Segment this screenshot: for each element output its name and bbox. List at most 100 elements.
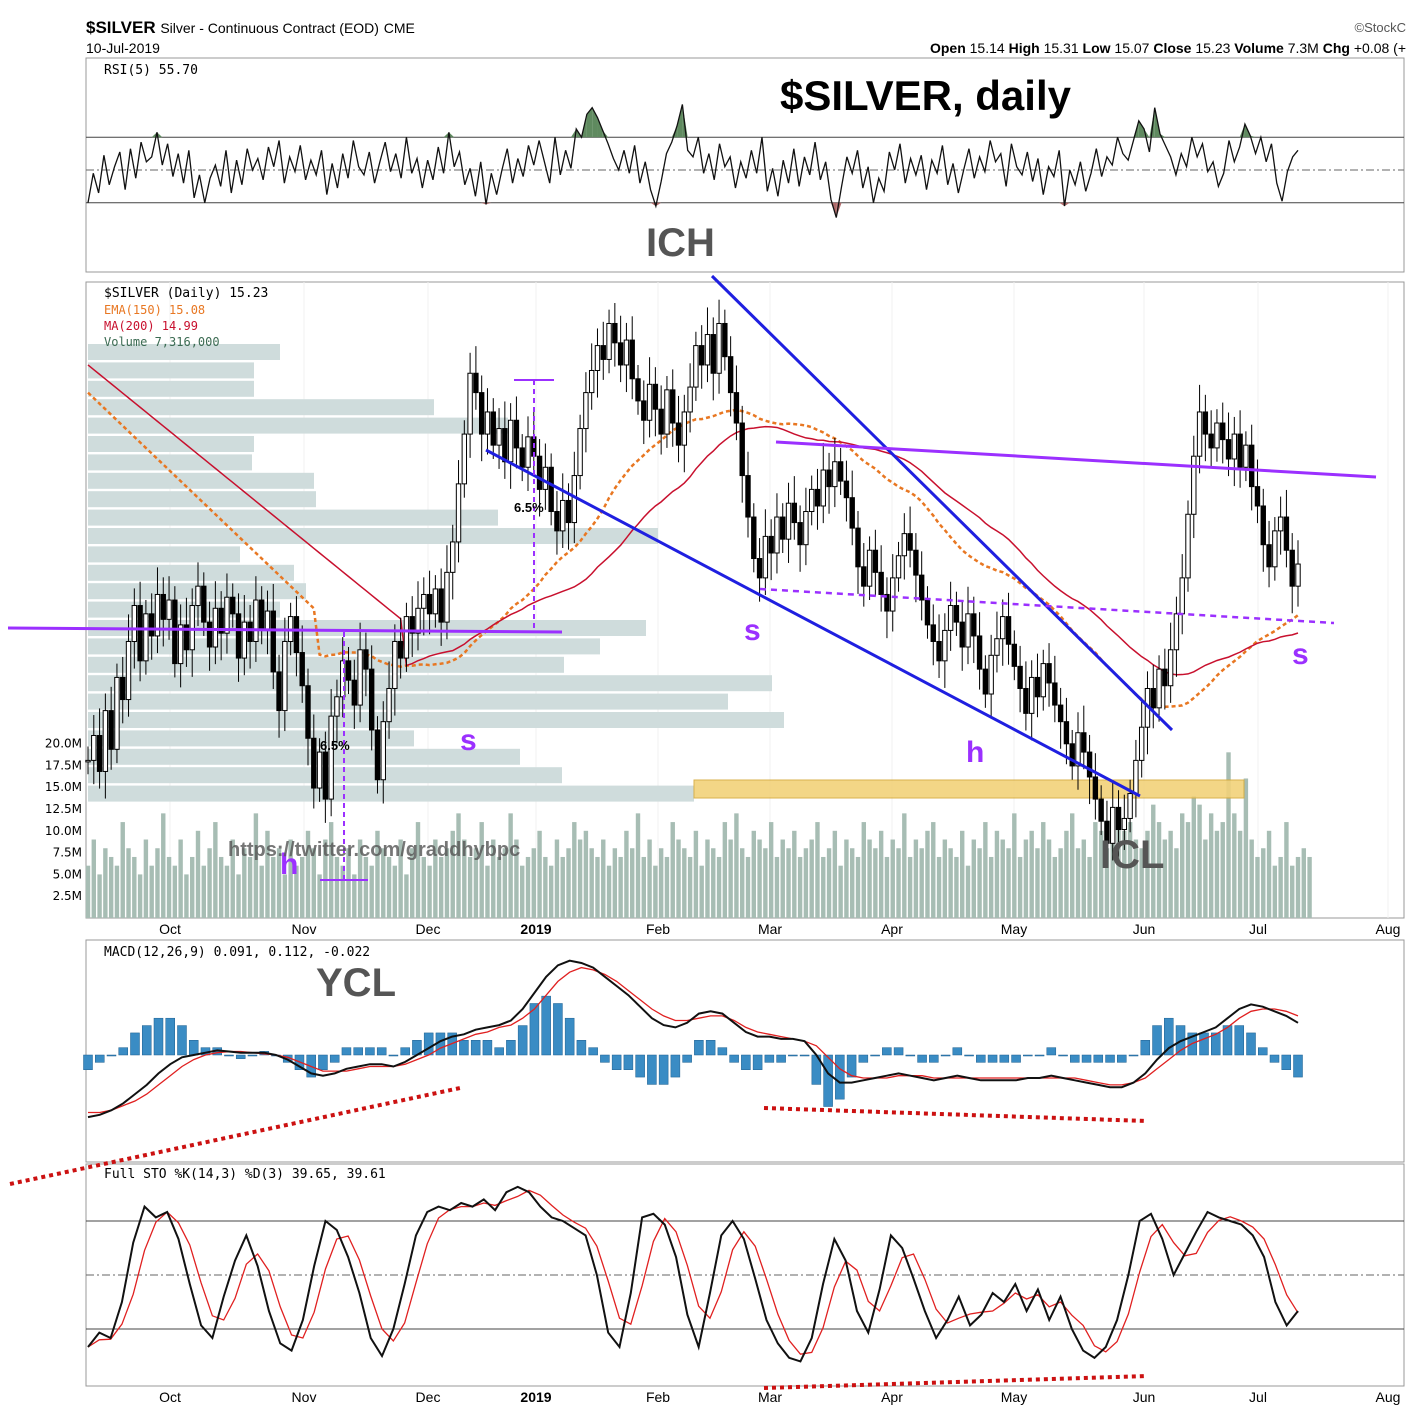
volume-bar: [786, 848, 791, 918]
candle-body: [953, 605, 960, 623]
volume-bar: [624, 830, 629, 918]
volume-bar: [334, 856, 340, 918]
volume-bar: [1174, 848, 1179, 918]
volume-bar: [1220, 822, 1225, 918]
candle-body: [1214, 422, 1220, 449]
candle-body: [1011, 643, 1018, 667]
macd-hist-bar: [1011, 1054, 1021, 1063]
candle-body: [322, 751, 329, 800]
volume-bar: [323, 839, 328, 918]
volume-bar: [965, 865, 971, 918]
volume-tick-label: 10.0M: [45, 824, 82, 838]
candle-body: [803, 511, 809, 546]
candle-body: [693, 345, 699, 388]
volume-bar: [815, 822, 820, 918]
volume-bar: [467, 856, 473, 918]
volume-bar: [948, 848, 953, 918]
volume-bar: [143, 839, 149, 918]
candle-body: [641, 400, 647, 421]
volume-bar: [1000, 839, 1005, 918]
volume-bar: [508, 813, 513, 918]
candle-body: [357, 649, 363, 706]
pct-label-1: 6.5%: [320, 738, 350, 753]
macd-hist-bar: [647, 1054, 657, 1085]
volume-bar: [1075, 848, 1081, 918]
candle-body: [727, 356, 734, 394]
candle-body: [971, 613, 977, 637]
candle-body: [1179, 577, 1185, 615]
volume-bar: [560, 856, 565, 918]
candle-body: [241, 621, 248, 659]
volume-bar: [606, 865, 612, 918]
rsi-os-fill: [655, 202, 662, 207]
candle-body: [1162, 668, 1168, 687]
volume-bar: [693, 830, 699, 918]
pattern-h-left: h: [280, 848, 298, 881]
volume-bar: [988, 856, 994, 918]
volume-bar: [1214, 830, 1220, 918]
macd-hist-bar: [611, 1054, 622, 1070]
candle-body: [392, 640, 398, 689]
candle-body: [125, 640, 132, 701]
volume-bar: [1151, 804, 1156, 918]
volume-profile-bar: [88, 454, 252, 471]
macd-hist-bar: [694, 1040, 704, 1056]
volume-profile-bar: [88, 491, 316, 508]
ycl-label: YCL: [316, 961, 396, 1005]
volume-bar: [236, 874, 241, 918]
volume-bar: [572, 822, 577, 918]
macd-hist-bar: [388, 1054, 399, 1057]
macd-hist-bar: [976, 1054, 986, 1063]
volume-bar: [751, 830, 756, 918]
volume-bar: [427, 865, 432, 918]
volume-value: 7.3M: [1287, 40, 1319, 56]
symbol: $SILVER: [86, 18, 156, 37]
macd-hist-bar: [952, 1047, 963, 1056]
volume-bar: [670, 822, 675, 918]
candle-body: [855, 527, 861, 568]
candle-body: [108, 710, 114, 750]
volume-bar: [658, 848, 664, 918]
volume-bar: [1052, 856, 1058, 918]
ma-200-line: [87, 364, 1299, 676]
volume-profile-bar: [88, 693, 728, 710]
candle-body: [1191, 455, 1197, 515]
candle-body: [1092, 776, 1099, 800]
candle-body: [172, 599, 178, 665]
candle-body: [745, 475, 751, 518]
candle-body: [264, 610, 271, 631]
macd-hist-bar: [94, 1054, 105, 1063]
candle-body: [478, 392, 485, 435]
pattern-s-mid: s: [744, 614, 761, 647]
volume-bar: [1162, 839, 1168, 918]
volume-bar: [525, 856, 531, 918]
volume-profile: [88, 344, 784, 802]
volume-bar: [433, 839, 438, 918]
volume-bar: [1197, 804, 1202, 918]
candle-body: [594, 345, 601, 371]
volume-bar: [1295, 856, 1301, 918]
candle-body: [270, 610, 276, 673]
volume-bar: [485, 865, 490, 918]
candle-body: [212, 607, 219, 648]
candle-body: [1283, 516, 1290, 551]
candle-body: [930, 624, 936, 642]
candle-body: [368, 668, 375, 731]
macd-hist-bar: [682, 1054, 692, 1063]
candle-body: [1075, 732, 1081, 767]
panel-frame-0: [85, 57, 1405, 273]
candle-body: [299, 652, 305, 687]
candle-body: [913, 549, 919, 576]
macd-hist-bar: [823, 1054, 833, 1107]
volume-bar: [137, 874, 143, 918]
rsi-ob-fill: [586, 107, 593, 138]
macd-hist-bar: [541, 995, 551, 1056]
candle-body: [1277, 516, 1284, 532]
x-tick-label: Oct: [159, 921, 181, 937]
candle-body: [994, 638, 1000, 656]
x-tick-label: May: [1001, 1389, 1027, 1405]
candle-body: [849, 497, 855, 529]
x-tick-label: Aug: [1376, 1389, 1401, 1405]
macd-legend: MACD(12,26,9) 0.091, 0.112, -0.022: [104, 945, 370, 960]
sto-x-axis: Oct Nov Dec 2019 Feb Mar Apr May Jun Jul Aug: [159, 1389, 1400, 1405]
